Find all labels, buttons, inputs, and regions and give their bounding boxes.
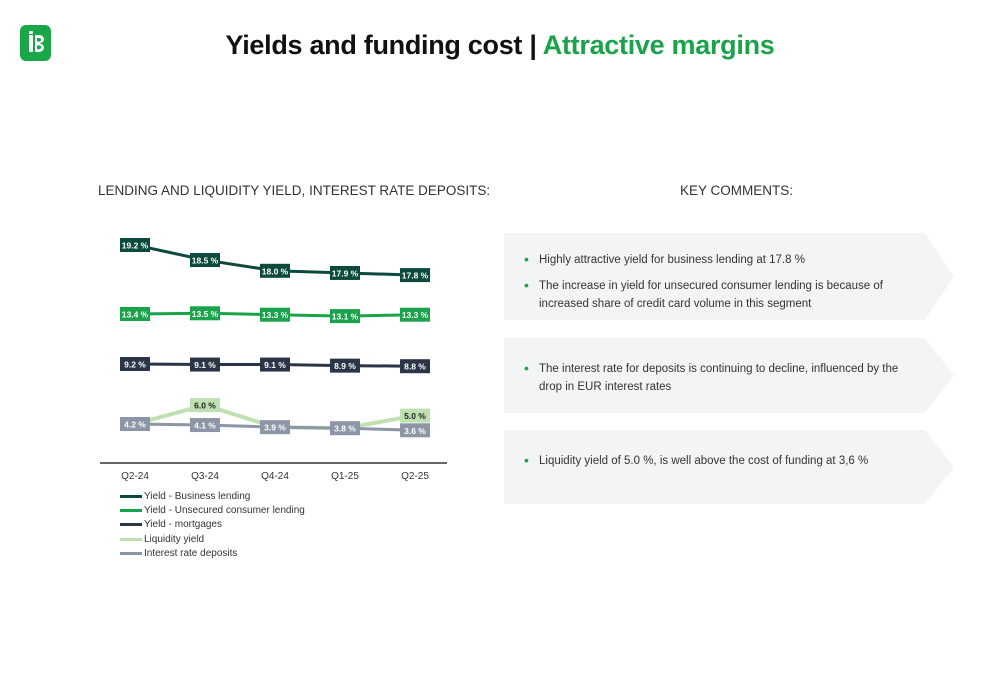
comment-bullet: Highly attractive yield for business len… [524, 250, 924, 269]
data-label: 9.1 % [264, 360, 286, 370]
x-tick-label: Q1-25 [331, 471, 359, 482]
legend-item: Interest rate deposits [120, 546, 305, 560]
yield-line-chart: Q2-24 Q3-24 Q4-24 Q1-25 Q2-25 6.0 % 5.0 % 4.2 %… [100, 238, 447, 482]
data-label: 19.2 % [122, 241, 149, 251]
page-title-accent: Attractive margins [542, 30, 775, 60]
page-title: Yields and funding cost | Attractive mar… [0, 30, 1000, 61]
legend-label: Yield - Business lending [144, 490, 251, 502]
legend-item: Yield - Business lending [120, 489, 305, 503]
data-label-box [190, 357, 220, 372]
data-label: 8.8 % [404, 362, 426, 372]
data-label: 4.1 % [194, 421, 216, 431]
legend-swatch [120, 508, 142, 512]
x-tick-label: Q4-24 [261, 471, 289, 482]
data-label: 13.3 % [402, 310, 429, 320]
comment-box-3: Liquidity yield of 5.0 %, is well above … [504, 430, 954, 504]
data-label-box [120, 238, 150, 252]
data-label: 13.1 % [332, 312, 359, 322]
data-label: 8.9 % [334, 361, 356, 371]
data-label-box [190, 418, 220, 433]
data-label-box [400, 423, 430, 438]
data-label: 9.2 % [124, 360, 146, 370]
data-label: 17.8 % [402, 271, 429, 281]
data-label-box [330, 309, 360, 324]
comments-section-heading: KEY COMMENTS: [680, 183, 794, 198]
x-tick-label: Q3-24 [191, 471, 219, 482]
data-label: 3.9 % [264, 423, 286, 433]
data-label-box [330, 358, 360, 373]
data-label-box [120, 417, 150, 431]
data-label: 13.3 % [262, 310, 289, 320]
data-label-box [260, 263, 290, 278]
data-label-box [400, 359, 430, 374]
chart-legend: Yield - Business lending Yield - Unsecure… [120, 489, 305, 560]
page-title-main: Yields and funding cost | [225, 30, 543, 60]
data-label: 13.4 % [122, 310, 149, 320]
brand-logo [20, 25, 51, 61]
legend-swatch [120, 551, 142, 555]
data-label: 9.1 % [194, 360, 216, 370]
logo-mark-icon [29, 31, 44, 52]
legend-item: Liquidity yield [120, 532, 305, 546]
chart-section-heading: LENDING AND LIQUIDITY YIELD, INTEREST RA… [98, 183, 491, 198]
data-label: 3.8 % [334, 424, 356, 434]
data-label-box [260, 307, 290, 322]
data-label-box [400, 408, 430, 423]
data-label: 13.5 % [192, 309, 219, 319]
data-label: 17.9 % [332, 268, 359, 278]
data-label: 4.2 % [124, 420, 146, 430]
comment-box-2: The interest rate for deposits is contin… [504, 338, 954, 413]
data-label-box [190, 253, 220, 268]
legend-label: Liquidity yield [144, 533, 205, 545]
x-tick-label: Q2-25 [401, 471, 429, 482]
comment-bullet: The increase in yield for unsecured cons… [524, 276, 924, 313]
data-label: 3.6 % [404, 426, 426, 436]
legend-label: Yield - mortgages [144, 519, 222, 531]
data-label-box [400, 268, 430, 283]
data-label: 18.5 % [192, 256, 219, 266]
comment-bullet: The interest rate for deposits is contin… [524, 359, 924, 396]
data-label-box [330, 421, 360, 436]
data-label: 18.0 % [262, 266, 289, 276]
data-label-box [190, 306, 220, 321]
data-label: 5.0 % [404, 411, 426, 421]
legend-item: Yield - mortgages [120, 518, 305, 532]
data-label-box [400, 307, 430, 322]
legend-label: Yield - Unsecured consumer lending [144, 504, 305, 516]
data-label: 6.0 % [194, 401, 216, 411]
data-label-box [120, 357, 150, 371]
data-label-box [260, 420, 290, 435]
legend-item: Yield - Unsecured consumer lending [120, 503, 305, 517]
comment-bullet: Liquidity yield of 5.0 %, is well above … [524, 451, 924, 470]
legend-swatch [120, 537, 142, 541]
x-tick-label: Q2-24 [121, 471, 149, 482]
legend-swatch [120, 494, 142, 498]
legend-label: Interest rate deposits [144, 547, 238, 559]
data-label-box [190, 398, 220, 413]
data-label-box [260, 357, 290, 372]
comment-box-1: Highly attractive yield for business len… [504, 233, 954, 320]
data-label-box [120, 307, 150, 321]
legend-swatch [120, 523, 142, 527]
data-label-box [330, 265, 360, 280]
